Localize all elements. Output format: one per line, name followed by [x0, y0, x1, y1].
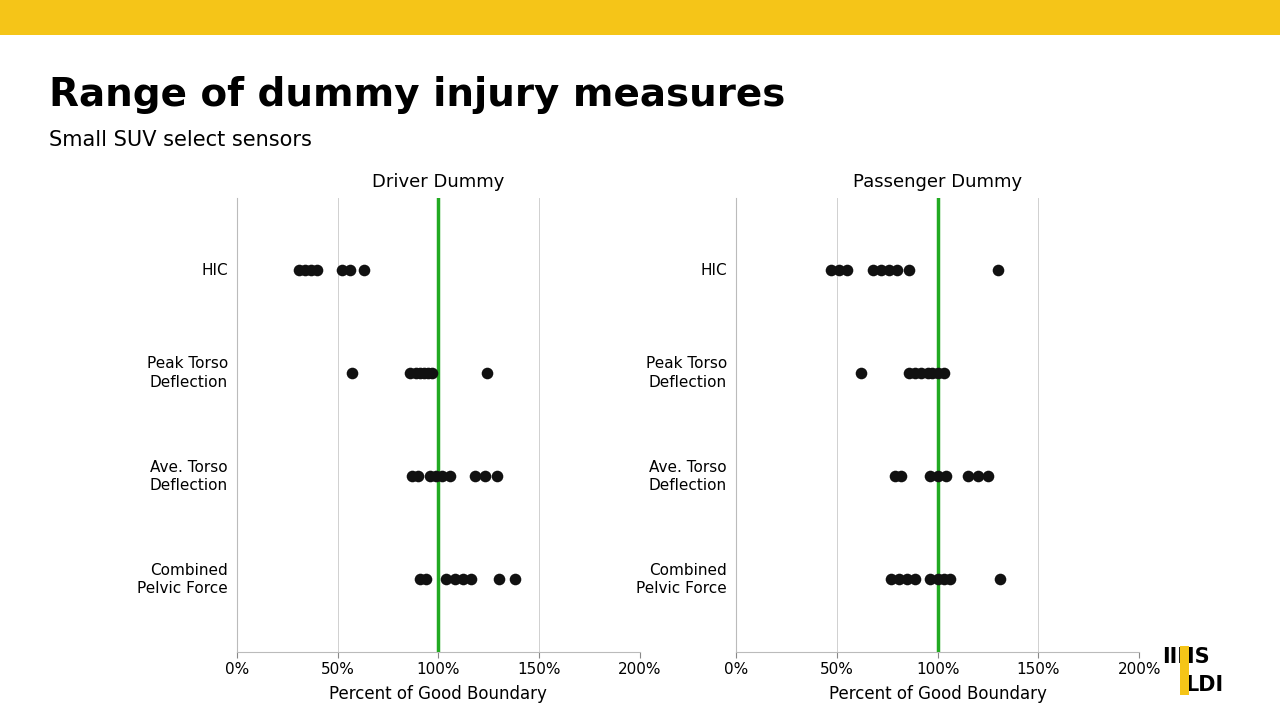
Point — [870, 264, 891, 276]
Point — [887, 264, 908, 276]
Point — [475, 471, 495, 482]
Text: Peak Torso
Deflection: Peak Torso Deflection — [147, 356, 228, 390]
Point — [940, 574, 960, 585]
Point — [504, 574, 525, 585]
Point — [933, 574, 954, 585]
Point — [899, 367, 919, 379]
Point — [419, 367, 439, 379]
Point — [342, 367, 362, 379]
Point — [911, 367, 932, 379]
Title: Driver Dummy: Driver Dummy — [372, 173, 504, 191]
Point — [820, 264, 841, 276]
Text: HIC: HIC — [700, 263, 727, 278]
Point — [436, 574, 457, 585]
Point — [408, 471, 429, 482]
Point — [957, 471, 978, 482]
Point — [410, 574, 430, 585]
Text: Combined
Pelvic Force: Combined Pelvic Force — [636, 562, 727, 596]
Point — [905, 367, 925, 379]
Text: IIHS: IIHS — [1162, 647, 1210, 667]
Point — [410, 367, 430, 379]
Point — [413, 367, 434, 379]
Point — [307, 264, 328, 276]
Point — [828, 264, 849, 276]
Point — [332, 264, 352, 276]
Point — [881, 574, 901, 585]
Text: LDI: LDI — [1185, 675, 1224, 695]
Text: Small SUV select sensors: Small SUV select sensors — [49, 130, 311, 150]
Point — [420, 471, 440, 482]
Point — [918, 367, 938, 379]
Point — [922, 367, 942, 379]
Point — [296, 264, 316, 276]
Point — [426, 471, 447, 482]
Point — [919, 471, 940, 482]
Point — [353, 264, 374, 276]
Point — [891, 471, 911, 482]
Point — [890, 574, 910, 585]
Point — [897, 574, 918, 585]
Point — [416, 574, 436, 585]
Point — [899, 264, 919, 276]
Point — [968, 471, 988, 482]
Text: Peak Torso
Deflection: Peak Torso Deflection — [646, 356, 727, 390]
Point — [465, 471, 485, 482]
X-axis label: Percent of Good Boundary: Percent of Good Boundary — [329, 685, 548, 703]
Point — [851, 367, 872, 379]
Point — [476, 367, 497, 379]
Point — [837, 264, 858, 276]
Point — [339, 264, 360, 276]
Text: Ave. Torso
Deflection: Ave. Torso Deflection — [649, 459, 727, 493]
Point — [440, 471, 461, 482]
Point — [884, 471, 905, 482]
Point — [489, 574, 509, 585]
Point — [402, 471, 422, 482]
Title: Passenger Dummy: Passenger Dummy — [852, 173, 1023, 191]
X-axis label: Percent of Good Boundary: Percent of Good Boundary — [828, 685, 1047, 703]
Point — [486, 471, 507, 482]
Point — [444, 574, 465, 585]
Point — [927, 574, 947, 585]
Point — [933, 367, 954, 379]
Text: Combined
Pelvic Force: Combined Pelvic Force — [137, 562, 228, 596]
Text: Ave. Torso
Deflection: Ave. Torso Deflection — [150, 459, 228, 493]
Point — [978, 471, 998, 482]
Point — [927, 367, 947, 379]
Point — [461, 574, 481, 585]
Point — [879, 264, 900, 276]
Point — [988, 264, 1009, 276]
Point — [989, 574, 1010, 585]
Text: HIC: HIC — [201, 263, 228, 278]
Point — [863, 264, 883, 276]
Point — [936, 471, 956, 482]
Point — [406, 367, 426, 379]
Point — [422, 367, 443, 379]
Point — [399, 367, 420, 379]
Point — [919, 574, 940, 585]
Point — [905, 574, 925, 585]
Point — [452, 574, 472, 585]
Text: Range of dummy injury measures: Range of dummy injury measures — [49, 76, 785, 114]
Point — [433, 471, 453, 482]
Point — [927, 471, 947, 482]
Point — [289, 264, 310, 276]
Point — [301, 264, 321, 276]
